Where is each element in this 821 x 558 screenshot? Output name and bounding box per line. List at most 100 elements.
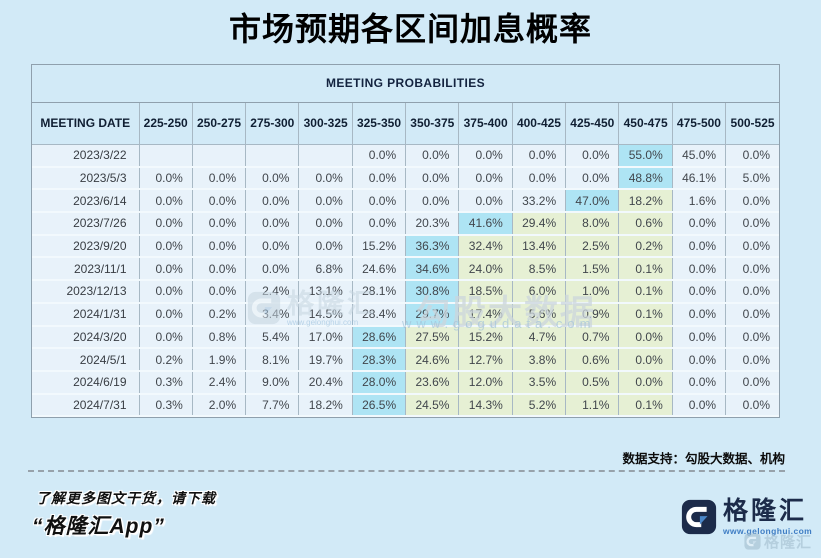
probability-cell: 0.0% [725, 257, 779, 282]
table-header-row: MEETING DATE 225-250 250-275 275-300 300-325… [32, 103, 779, 145]
probability-cell: 5.2% [512, 393, 567, 418]
probability-cell: 0.0% [672, 257, 727, 282]
gelonghui-logo-icon [681, 499, 717, 535]
probability-cell: 0.6% [618, 212, 673, 236]
probability-cell [298, 144, 353, 168]
table-row: 2023/3/22 0.0% 0.0% 0.0% 0.0% 0.0% 55.0% 45.0% 0… [32, 144, 779, 168]
table-row: 2023/6/14 0.0% 0.0% 0.0% 0.0% 0.0% 0.0% 0.0% 33.… [32, 189, 779, 214]
probability-cell: 17.4% [458, 302, 513, 327]
probability-cell: 34.6% [405, 257, 460, 282]
probability-cell: 0.0% [298, 189, 353, 214]
probability-cell: 0.0% [725, 280, 779, 304]
rate-range-column-header: 350-375 [405, 103, 460, 145]
meeting-date-cell: 2024/6/19 [32, 370, 140, 395]
probability-cell: 0.0% [352, 212, 407, 236]
probability-cell: 0.0% [618, 325, 673, 350]
rate-range-column-header: 500-525 [725, 103, 779, 145]
table-head: MEETING DATE 225-250 250-275 275-300 300-325… [32, 103, 779, 145]
table-row: 2024/6/19 0.3% 2.4% 9.0% 20.4% 28.0% 23.6% 12.0… [32, 370, 779, 395]
probability-cell: 0.0% [139, 325, 193, 350]
probability-cell: 0.0% [405, 166, 460, 191]
probability-cell: 29.4% [512, 212, 567, 236]
rate-range-column-header: 275-300 [245, 103, 300, 145]
probability-cell: 0.0% [139, 166, 193, 191]
probability-cell: 0.0% [725, 212, 779, 236]
table-row: 2023/7/26 0.0% 0.0% 0.0% 0.0% 0.0% 20.3% 41.6% 2… [32, 212, 779, 236]
probability-cell: 0.0% [672, 325, 727, 350]
probability-cell: 0.0% [672, 302, 727, 327]
probability-cell: 0.0% [618, 370, 673, 395]
table-row: 2023/5/3 0.0% 0.0% 0.0% 0.0% 0.0% 0.0% 0.0% 0.0%… [32, 166, 779, 191]
probability-cell: 30.8% [405, 280, 460, 304]
rate-range-column-header: 325-350 [352, 103, 407, 145]
probability-cell: 8.5% [512, 257, 567, 282]
probability-cell: 3.5% [512, 370, 567, 395]
probability-cell: 0.0% [192, 234, 247, 259]
probability-cell [139, 144, 193, 168]
probability-cell: 28.6% [352, 325, 407, 350]
probability-cell: 0.0% [672, 280, 727, 304]
probability-cell: 33.2% [512, 189, 567, 214]
probability-cell: 0.3% [139, 393, 193, 418]
rate-range-column-header: 400-425 [512, 103, 567, 145]
probability-cell: 2.4% [245, 280, 300, 304]
meeting-date-cell: 2024/7/31 [32, 393, 140, 418]
probability-cell: 5.4% [245, 325, 300, 350]
probability-cell: 0.0% [725, 302, 779, 327]
probability-cell: 0.3% [139, 370, 193, 395]
probability-cell: 29.7% [405, 302, 460, 327]
probability-cell: 0.1% [618, 393, 673, 418]
probability-cell: 41.6% [458, 212, 513, 236]
meeting-date-cell: 2023/7/26 [32, 212, 140, 236]
probability-cell: 12.0% [458, 370, 513, 395]
probability-cell: 5.6% [512, 302, 567, 327]
probability-cell: 0.0% [672, 234, 727, 259]
meeting-date-cell: 2023/9/20 [32, 234, 140, 259]
rate-range-column-header: 450-475 [618, 103, 673, 145]
brand-url: www.gelonghui.com [723, 526, 813, 536]
probability-cell: 0.0% [672, 370, 727, 395]
probability-cell: 27.5% [405, 325, 460, 350]
probability-cell: 0.0% [725, 325, 779, 350]
rate-range-column-header: 300-325 [298, 103, 353, 145]
probability-cell: 0.2% [139, 348, 193, 372]
probability-cell: 0.2% [192, 302, 247, 327]
probability-cell: 12.7% [458, 348, 513, 372]
probability-cell: 5.0% [725, 166, 779, 191]
table-row: 2024/1/31 0.0% 0.2% 3.4% 14.5% 28.4% 29.7% 17.4… [32, 302, 779, 327]
probability-cell: 0.1% [618, 280, 673, 304]
probability-cell: 0.0% [139, 212, 193, 236]
probability-cell: 8.1% [245, 348, 300, 372]
probability-cell: 0.0% [672, 348, 727, 372]
table-title: MEETING PROBABILITIES [32, 65, 779, 103]
probability-cell: 0.0% [192, 280, 247, 304]
probability-cell: 1.9% [192, 348, 247, 372]
meeting-date-cell: 2024/5/1 [32, 348, 140, 372]
meeting-probabilities-table: MEETING DATE 225-250 250-275 275-300 300-325… [32, 103, 779, 418]
probability-cell: 6.8% [298, 257, 353, 282]
meeting-date-cell: 2024/1/31 [32, 302, 140, 327]
probability-cell: 0.9% [565, 302, 620, 327]
dashed-divider [28, 470, 785, 472]
probability-cell: 1.5% [565, 257, 620, 282]
probability-cell: 0.0% [565, 166, 620, 191]
probability-cell: 9.0% [245, 370, 300, 395]
probability-cell: 0.0% [245, 212, 300, 236]
probability-cell: 47.0% [565, 189, 620, 214]
probability-cell: 7.7% [245, 393, 300, 418]
table-body: 2023/3/22 0.0% 0.0% 0.0% 0.0% 0.0% 55.0% 45.0% 0… [32, 144, 779, 418]
probability-cell: 0.1% [618, 302, 673, 327]
date-column-header: MEETING DATE [32, 103, 140, 145]
probability-cell: 0.0% [458, 166, 513, 191]
probability-cell: 28.3% [352, 348, 407, 372]
meeting-date-cell: 2023/6/14 [32, 189, 140, 214]
probability-cell: 0.0% [725, 234, 779, 259]
rate-range-column-header: 375-400 [458, 103, 513, 145]
probability-cell: 14.3% [458, 393, 513, 418]
table-row: 2023/12/13 0.0% 0.0% 2.4% 13.1% 28.1% 30.8% 18.… [32, 280, 779, 304]
probability-cell: 23.6% [405, 370, 460, 395]
probability-cell: 14.5% [298, 302, 353, 327]
probability-cell: 4.7% [512, 325, 567, 350]
probability-cell: 0.0% [352, 144, 407, 168]
probability-cell: 0.0% [298, 212, 353, 236]
